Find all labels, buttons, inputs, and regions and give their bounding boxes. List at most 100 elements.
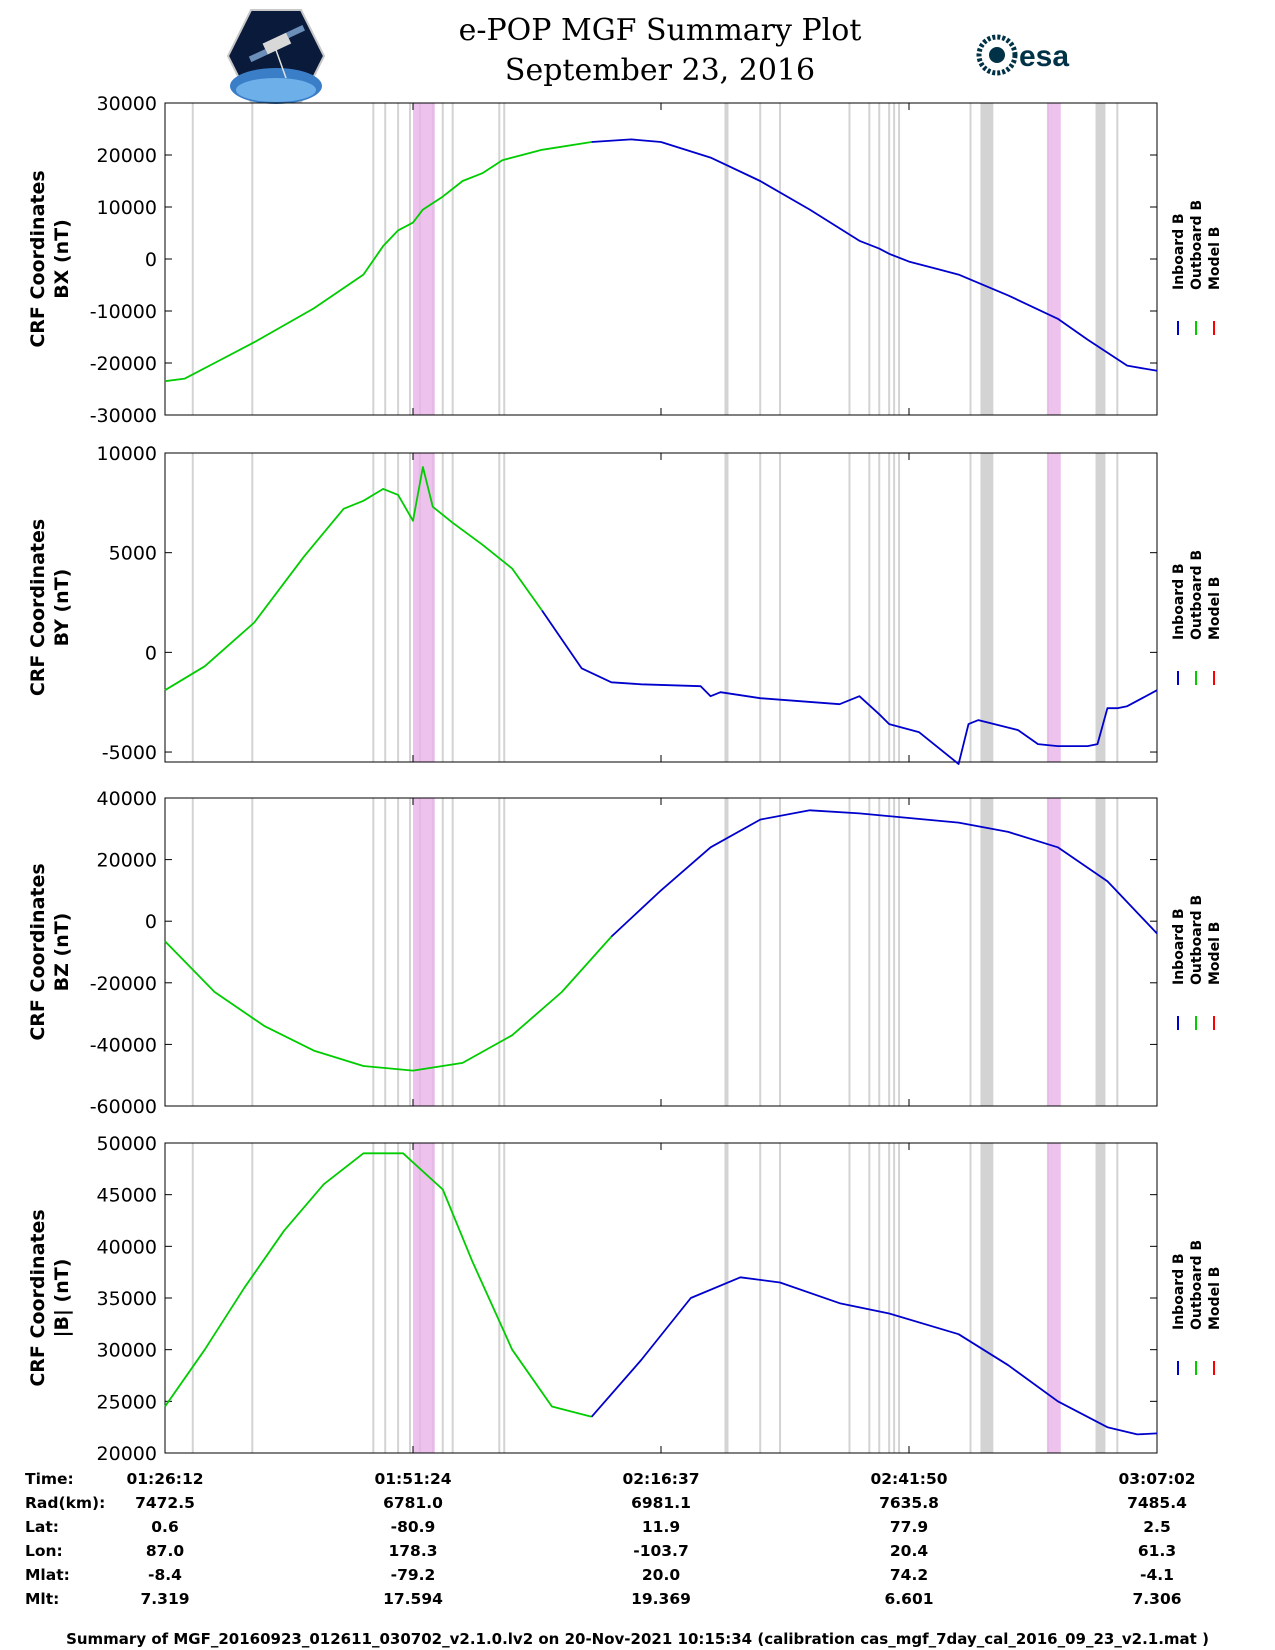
legend-label: Inboard B bbox=[1171, 563, 1187, 640]
y-tick-label: 35000 bbox=[97, 1288, 157, 1310]
panel-3: 40000 20000 0 -20000 -40000 -60000 CRF Coordin… bbox=[27, 788, 1223, 1118]
svg-text:esa: esa bbox=[1019, 40, 1069, 73]
info-row-value: 01:51:24 bbox=[374, 1470, 452, 1488]
info-row-value: -8.4 bbox=[148, 1566, 182, 1584]
pink-event-band bbox=[1047, 453, 1061, 762]
event-band bbox=[980, 1143, 994, 1453]
y-axis-label-units: BY (nT) bbox=[51, 569, 73, 647]
footer-caption: Summary of MGF_20160923_012611_030702_v2… bbox=[66, 1630, 1209, 1648]
info-row-value: 6.601 bbox=[884, 1590, 934, 1608]
series-line-inboard-b bbox=[610, 809, 1158, 938]
info-row-value: 7.306 bbox=[1132, 1590, 1182, 1608]
event-band bbox=[1095, 798, 1106, 1106]
info-row-value: 7.319 bbox=[140, 1590, 190, 1608]
event-band bbox=[980, 453, 994, 762]
info-row-label: Rad(km): bbox=[25, 1494, 106, 1512]
legend-label: Outboard B bbox=[1189, 200, 1205, 290]
series-line-inboard-b bbox=[591, 138, 1158, 372]
y-axis-label-units: |B| (nT) bbox=[51, 1259, 73, 1338]
y-tick-label: -40000 bbox=[90, 1034, 157, 1056]
y-tick-label: 0 bbox=[145, 911, 157, 933]
info-row-value: 7485.4 bbox=[1127, 1494, 1187, 1512]
legend-label: Inboard B bbox=[1171, 1253, 1187, 1330]
y-tick-label: 0 bbox=[145, 642, 157, 664]
y-tick-label: 45000 bbox=[97, 1185, 157, 1207]
legend-label: Inboard B bbox=[1171, 908, 1187, 985]
info-row-value: 01:26:12 bbox=[126, 1470, 204, 1488]
series-line-outboard-b bbox=[164, 935, 613, 1072]
info-row-label: Mlt: bbox=[25, 1590, 60, 1608]
info-row-value: 6781.0 bbox=[383, 1494, 443, 1512]
y-tick-label: -20000 bbox=[90, 353, 157, 375]
info-row-label: Lon: bbox=[25, 1542, 63, 1560]
pink-event-band bbox=[1047, 103, 1061, 415]
plot-frame bbox=[164, 102, 1158, 416]
info-row-value: -80.9 bbox=[390, 1518, 436, 1536]
info-row-value: 87.0 bbox=[145, 1542, 185, 1560]
y-tick-label: 20000 bbox=[97, 145, 157, 167]
y-axis-label-units: BX (nT) bbox=[51, 219, 73, 299]
y-tick-label: 20000 bbox=[97, 850, 157, 872]
info-row-value: 11.9 bbox=[641, 1518, 681, 1536]
y-tick-label: 10000 bbox=[97, 443, 157, 465]
y-tick-label: 40000 bbox=[97, 788, 157, 810]
y-tick-label: -60000 bbox=[90, 1096, 157, 1118]
event-band bbox=[1095, 453, 1106, 762]
event-band bbox=[980, 798, 994, 1106]
info-row-value: 02:16:37 bbox=[622, 1470, 700, 1488]
y-tick-label: 5000 bbox=[109, 543, 157, 565]
info-row-value: 7635.8 bbox=[879, 1494, 939, 1512]
info-row-value: -79.2 bbox=[390, 1566, 436, 1584]
pink-event-band bbox=[1047, 1143, 1061, 1453]
pink-event-band bbox=[413, 453, 435, 762]
y-tick-label: -20000 bbox=[90, 973, 157, 995]
y-tick-label: 30000 bbox=[97, 93, 157, 115]
info-row-label: Time: bbox=[25, 1470, 74, 1488]
y-tick-label: 0 bbox=[145, 249, 157, 271]
info-row-value: 19.369 bbox=[631, 1590, 691, 1608]
y-tick-label: -30000 bbox=[90, 405, 157, 427]
info-row-value: 2.5 bbox=[1143, 1518, 1171, 1536]
chart-subtitle: September 23, 2016 bbox=[504, 53, 816, 88]
y-tick-label: -10000 bbox=[90, 301, 157, 323]
info-row-label: Lat: bbox=[25, 1518, 59, 1536]
event-band bbox=[980, 103, 994, 415]
series-line-inboard-b bbox=[541, 609, 1158, 765]
chart-title: e-POP MGF Summary Plot bbox=[458, 13, 862, 48]
event-band bbox=[1095, 1143, 1106, 1453]
y-tick-label: 30000 bbox=[97, 1340, 157, 1362]
info-row-value: 74.2 bbox=[889, 1566, 929, 1584]
plot-frame bbox=[164, 797, 1158, 1107]
pink-event-band bbox=[413, 1143, 435, 1453]
y-tick-label: 25000 bbox=[97, 1391, 157, 1413]
info-row-value: 6981.1 bbox=[631, 1494, 691, 1512]
info-row-value: 178.3 bbox=[388, 1542, 438, 1560]
info-row-value: 03:07:02 bbox=[1118, 1470, 1196, 1488]
info-row-value: 20.4 bbox=[889, 1542, 929, 1560]
y-tick-label: 50000 bbox=[97, 1133, 157, 1155]
info-row-value: 0.6 bbox=[151, 1518, 179, 1536]
y-tick-label: -5000 bbox=[102, 742, 157, 764]
plot-frame bbox=[164, 452, 1158, 763]
legend-label: Outboard B bbox=[1189, 1240, 1205, 1330]
panel-1: 30000 20000 10000 0 -10000 -20000 -30000 CRF Co… bbox=[27, 93, 1223, 427]
info-row-value: 20.0 bbox=[641, 1566, 681, 1584]
info-row-value: 7472.5 bbox=[135, 1494, 195, 1512]
legend-label: Model B bbox=[1207, 227, 1223, 290]
plot-frame bbox=[164, 1142, 1158, 1454]
series-line-outboard-b bbox=[164, 466, 543, 691]
info-row-label: Mlat: bbox=[25, 1566, 70, 1584]
info-row-value: 61.3 bbox=[1137, 1542, 1177, 1560]
legend-label: Outboard B bbox=[1189, 895, 1205, 985]
info-row-value: -4.1 bbox=[1140, 1566, 1174, 1584]
info-row-value: -103.7 bbox=[633, 1542, 689, 1560]
y-tick-label: 20000 bbox=[97, 1443, 157, 1465]
pink-event-band bbox=[1047, 798, 1061, 1106]
pink-event-band bbox=[413, 798, 435, 1106]
series-line-inboard-b bbox=[590, 1276, 1158, 1436]
y-axis-label: CRF Coordinates bbox=[27, 519, 49, 696]
esa-logo: esa bbox=[976, 34, 1069, 76]
legend-label: Inboard B bbox=[1171, 213, 1187, 290]
y-axis-label-units: BZ (nT) bbox=[51, 913, 73, 992]
satellite-mission-icon bbox=[226, 9, 326, 104]
